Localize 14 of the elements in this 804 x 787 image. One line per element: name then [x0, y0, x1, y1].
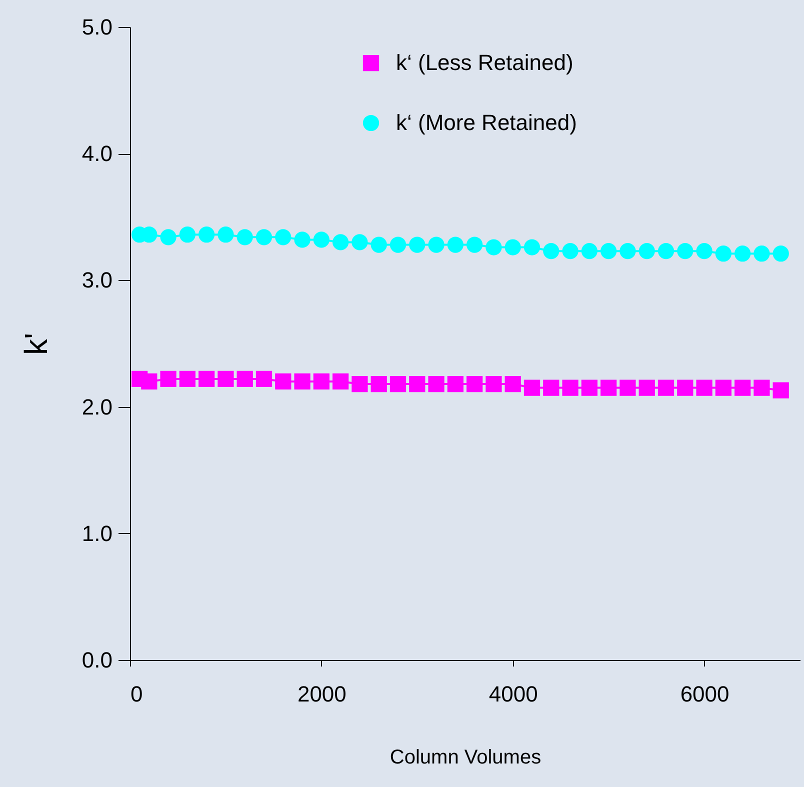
- y-tick-label: 3.0: [82, 268, 112, 293]
- y-tick-label: 5.0: [82, 14, 112, 40]
- x-axis-title: Column Volumes: [390, 746, 542, 768]
- x-tick-label: 2000: [297, 682, 346, 706]
- y-axis-title: k': [18, 332, 54, 356]
- y-tick-label: 2.0: [82, 394, 112, 420]
- y-tick-label: 4.0: [82, 141, 112, 166]
- x-tick-label: 4000: [488, 682, 538, 706]
- x-tick-label: 6000: [680, 682, 730, 706]
- y-tick-label: 1.0: [82, 520, 112, 546]
- y-tick-label: 0.0: [82, 648, 112, 672]
- legend-label: k‘ (Less Retained): [396, 50, 574, 75]
- legend-label: k‘ (More Retained): [396, 110, 577, 135]
- x-tick-label: 0: [130, 682, 143, 706]
